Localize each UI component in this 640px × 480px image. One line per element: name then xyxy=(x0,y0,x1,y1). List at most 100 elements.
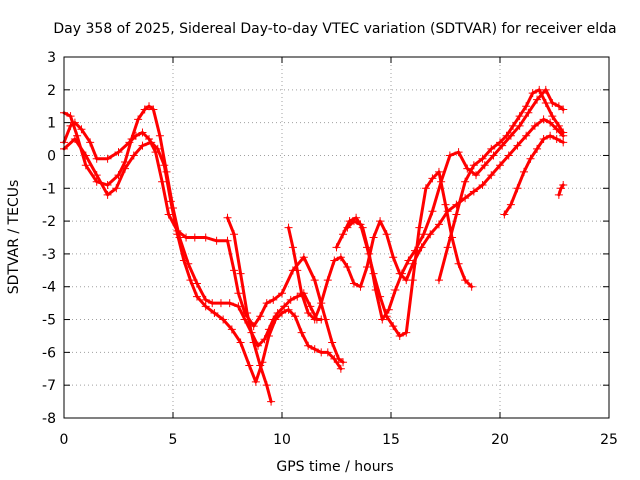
series-track-4 xyxy=(223,213,276,406)
data-point xyxy=(461,177,470,186)
data-point xyxy=(330,354,339,363)
data-point xyxy=(92,171,101,180)
y-tick-label: -3 xyxy=(42,247,56,263)
data-point xyxy=(138,128,147,137)
data-point xyxy=(554,102,563,111)
data-point xyxy=(86,138,95,147)
data-point xyxy=(317,299,326,308)
data-point xyxy=(395,331,404,340)
data-point xyxy=(487,171,496,180)
series-line xyxy=(502,134,565,216)
data-point xyxy=(92,154,101,163)
data-point xyxy=(192,292,201,301)
data-point xyxy=(369,269,378,278)
data-point xyxy=(306,302,315,311)
data-point xyxy=(382,230,391,239)
y-tick-label: -6 xyxy=(42,345,56,361)
data-point xyxy=(103,154,112,163)
data-point xyxy=(299,253,308,262)
data-point xyxy=(280,302,289,311)
data-point xyxy=(278,308,286,317)
data-point xyxy=(323,276,332,285)
data-point xyxy=(223,236,232,245)
data-point xyxy=(114,148,123,157)
data-series xyxy=(60,85,568,406)
y-tick-label: -5 xyxy=(42,313,56,329)
data-point xyxy=(469,187,478,196)
series-line xyxy=(287,117,565,321)
x-tick-label: 15 xyxy=(382,432,400,448)
y-tick-label: 0 xyxy=(47,148,56,164)
data-point xyxy=(454,148,463,157)
data-point xyxy=(554,190,563,199)
data-point xyxy=(389,253,398,262)
data-point xyxy=(343,263,352,272)
data-point xyxy=(284,305,293,314)
data-point xyxy=(256,361,265,370)
data-point xyxy=(443,243,452,252)
series-track-5 xyxy=(284,115,568,324)
data-point xyxy=(415,223,424,232)
data-point xyxy=(328,338,337,347)
data-point xyxy=(336,253,345,262)
y-tick-label: -7 xyxy=(42,378,56,394)
data-point xyxy=(428,174,437,183)
data-point xyxy=(166,197,175,206)
data-point xyxy=(408,276,417,285)
data-point xyxy=(310,315,319,324)
data-point xyxy=(478,154,487,163)
x-axis-title: GPS time / hours xyxy=(276,459,393,475)
data-point xyxy=(469,161,478,170)
data-point xyxy=(81,161,90,170)
data-point xyxy=(546,118,555,127)
data-point xyxy=(559,138,568,147)
data-point xyxy=(332,243,341,252)
data-point xyxy=(487,144,496,153)
data-point xyxy=(500,210,509,219)
data-point xyxy=(179,256,188,265)
y-tick-label: 2 xyxy=(47,83,56,99)
data-point xyxy=(434,220,443,229)
series-line xyxy=(226,216,273,404)
x-tick-label: 10 xyxy=(273,432,291,448)
data-point xyxy=(530,121,539,130)
data-point xyxy=(546,131,555,140)
y-axis: 3 2 1 0 -1 -2 -3 -4 -5 -6 -7 -8 xyxy=(42,50,609,427)
data-point xyxy=(251,377,260,386)
data-point xyxy=(533,95,542,104)
data-point xyxy=(323,348,332,357)
data-point xyxy=(539,135,548,144)
data-point xyxy=(262,299,271,308)
data-point xyxy=(417,243,426,252)
data-point xyxy=(278,289,286,298)
data-point xyxy=(472,171,481,180)
data-point xyxy=(310,345,319,354)
data-point xyxy=(496,138,504,147)
y-tick-label: -8 xyxy=(42,411,56,427)
data-point xyxy=(378,315,387,324)
data-point xyxy=(77,125,86,134)
data-point xyxy=(223,213,232,222)
data-point xyxy=(496,161,504,170)
series-track-1 xyxy=(60,118,348,367)
data-point xyxy=(513,184,522,193)
data-point xyxy=(70,135,79,144)
data-point xyxy=(391,286,400,295)
data-point xyxy=(267,397,276,406)
data-point xyxy=(210,308,219,317)
data-point xyxy=(225,299,234,308)
data-point xyxy=(461,276,470,285)
data-point xyxy=(356,282,365,291)
y-tick-label: -1 xyxy=(42,181,56,197)
data-point xyxy=(339,230,348,239)
data-point xyxy=(336,364,345,373)
series-track-7 xyxy=(343,167,476,340)
data-point xyxy=(236,338,245,347)
data-point xyxy=(402,328,411,337)
data-point xyxy=(284,223,293,232)
series-track-6 xyxy=(332,85,568,324)
x-tick-label: 5 xyxy=(169,432,178,448)
data-point xyxy=(467,282,476,291)
data-point xyxy=(262,381,271,390)
grid xyxy=(64,57,609,418)
